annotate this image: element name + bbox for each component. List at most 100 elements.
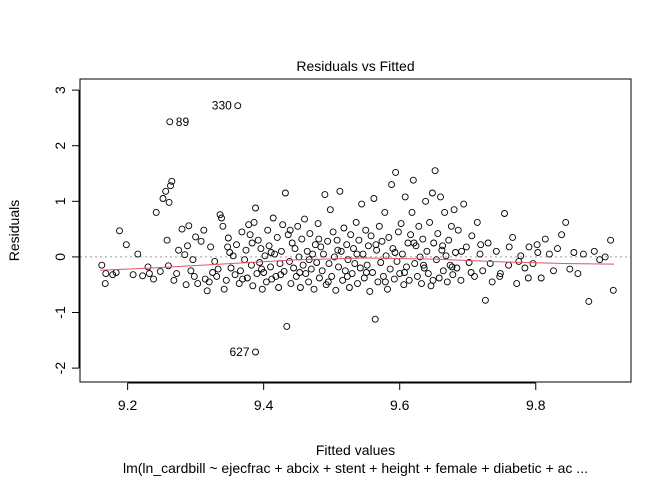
outlier-label: 89 <box>176 115 190 129</box>
data-point <box>248 239 256 247</box>
data-point <box>334 246 342 254</box>
data-point <box>388 181 396 189</box>
data-point <box>524 274 532 282</box>
data-point <box>265 242 273 250</box>
data-point <box>224 243 232 251</box>
data-point <box>284 231 292 239</box>
data-point <box>394 228 402 236</box>
data-point <box>310 285 318 293</box>
data-point <box>375 222 383 230</box>
data-point <box>423 247 431 255</box>
data-point <box>377 259 385 266</box>
data-point <box>286 226 294 234</box>
data-point <box>341 267 349 275</box>
data-point <box>364 242 372 250</box>
data-point <box>200 226 208 234</box>
data-point <box>116 227 123 235</box>
data-point <box>471 272 478 280</box>
data-point <box>273 233 281 241</box>
data-point <box>318 267 326 275</box>
data-point <box>428 189 436 197</box>
x-axis-label: Fitted values <box>316 442 395 458</box>
data-point <box>435 274 443 282</box>
data-point <box>279 221 287 229</box>
data-point <box>271 250 279 258</box>
data-point <box>352 218 360 226</box>
data-point <box>397 220 405 228</box>
data-point <box>403 263 410 271</box>
data-point <box>420 261 427 269</box>
data-point <box>385 233 393 241</box>
data-point <box>607 236 615 244</box>
y-tick-label: 1 <box>52 197 68 205</box>
data-point <box>596 256 604 264</box>
data-point <box>457 276 465 284</box>
data-point <box>362 226 370 234</box>
data-point <box>194 280 202 288</box>
data-point <box>246 231 254 239</box>
data-point <box>585 297 593 305</box>
data-point <box>550 267 557 275</box>
data-point <box>98 261 106 269</box>
data-point <box>122 241 130 249</box>
data-point <box>439 242 447 250</box>
data-point <box>420 264 428 272</box>
data-point <box>272 272 280 280</box>
data-point <box>554 245 561 253</box>
data-point <box>159 195 167 202</box>
data-point <box>101 280 109 288</box>
data-point <box>152 208 160 216</box>
data-point <box>343 241 351 249</box>
data-point <box>252 204 259 212</box>
data-point <box>429 276 437 284</box>
outlier-point <box>234 102 242 110</box>
data-point <box>574 270 582 278</box>
data-point <box>448 263 456 271</box>
data-point <box>190 272 198 280</box>
data-point <box>367 232 375 240</box>
data-point <box>465 259 473 266</box>
data-point <box>227 264 235 272</box>
data-point <box>298 235 306 243</box>
data-point <box>545 250 553 258</box>
data-point <box>525 243 533 251</box>
data-point <box>258 285 266 293</box>
data-point <box>481 296 489 304</box>
data-point <box>347 231 355 239</box>
data-point <box>492 247 500 255</box>
data-point <box>281 189 289 197</box>
data-point <box>203 287 211 295</box>
data-point <box>187 267 195 275</box>
data-point <box>381 278 389 286</box>
data-point <box>389 245 397 253</box>
data-point <box>452 249 459 256</box>
data-point <box>109 271 117 279</box>
data-point <box>476 250 484 258</box>
data-point <box>280 267 288 275</box>
data-point <box>209 269 217 276</box>
data-point <box>325 260 333 268</box>
data-point <box>165 198 173 206</box>
data-point <box>354 280 361 288</box>
data-point <box>467 269 475 276</box>
data-point <box>462 243 470 251</box>
data-point <box>486 260 494 268</box>
data-point <box>324 237 332 245</box>
data-point <box>362 269 370 276</box>
data-point <box>307 265 315 273</box>
data-point <box>445 236 453 244</box>
data-point <box>269 214 277 222</box>
data-point <box>303 247 311 255</box>
outlier-label: 627 <box>229 345 249 359</box>
data-point <box>431 167 439 175</box>
data-point <box>391 249 399 256</box>
data-point <box>473 218 481 226</box>
data-point <box>426 218 434 226</box>
data-point <box>296 284 304 291</box>
data-point <box>363 261 371 269</box>
y-tick-label: 3 <box>52 86 68 94</box>
smooth-line <box>100 257 615 271</box>
data-point <box>299 261 307 269</box>
data-point <box>175 246 183 254</box>
data-point <box>505 243 513 251</box>
